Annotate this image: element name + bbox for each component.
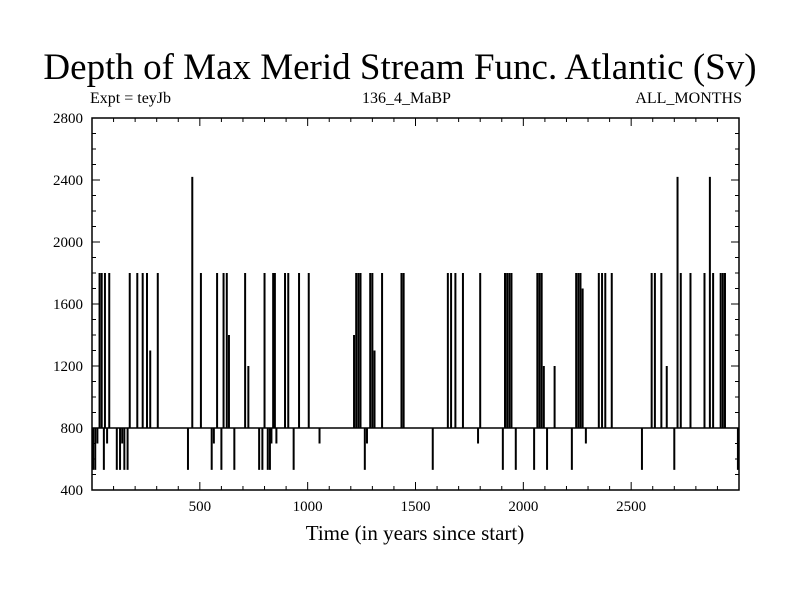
x-tick-label: 2500 xyxy=(616,499,646,515)
months-label: ALL_MONTHS xyxy=(635,90,742,107)
x-tick-label: 1500 xyxy=(401,499,431,515)
bars-layer xyxy=(92,176,739,470)
y-tick-label: 800 xyxy=(61,421,84,437)
experiment-label: Expt = teyJb xyxy=(90,90,172,107)
y-tick-label: 2400 xyxy=(53,173,83,189)
y-tick-label: 2800 xyxy=(53,111,83,127)
y-tick-label: 400 xyxy=(61,483,84,499)
x-tick-label: 2000 xyxy=(508,499,538,515)
y-tick-label: 1600 xyxy=(53,297,83,313)
plot-frame xyxy=(91,117,740,491)
ticks-layer: 500 1000 1500 2000 2500 400 800 1200 1600 2000 240… xyxy=(53,111,739,515)
x-axis-label: Time (in years since start) xyxy=(305,521,525,545)
y-tick-label: 2000 xyxy=(53,235,83,251)
y-tick-label: 1200 xyxy=(53,359,83,375)
x-tick-label: 500 xyxy=(189,499,212,515)
chart-title: Depth of Max Merid Stream Func. Atlantic… xyxy=(43,47,757,88)
x-tick-label: 1000 xyxy=(293,499,323,515)
run-label: 136_4_MaBP xyxy=(362,90,451,107)
